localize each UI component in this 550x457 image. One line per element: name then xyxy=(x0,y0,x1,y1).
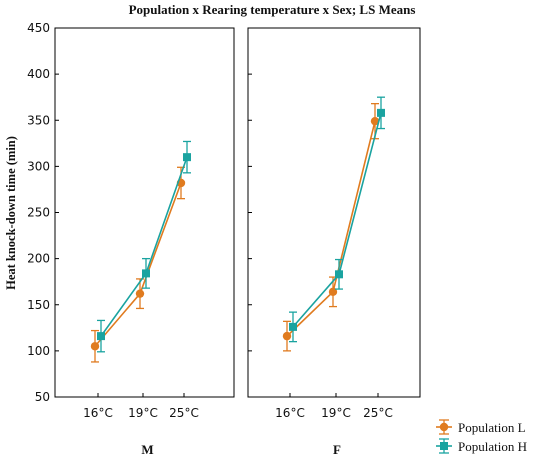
x-tick-label: 25°C xyxy=(169,406,199,420)
legend-label: Population L xyxy=(458,420,526,435)
legend-marker xyxy=(440,442,448,450)
panel-f: 16°C 19°C 25°C F xyxy=(247,27,421,457)
y-tick-label: 300 xyxy=(27,159,50,173)
legend-marker xyxy=(439,422,449,432)
panel-label: M xyxy=(141,442,153,457)
panel-frame xyxy=(54,27,235,398)
y-tick-label: 150 xyxy=(27,298,50,312)
legend-label: Population H xyxy=(458,439,527,454)
x-tick-label: 19°C xyxy=(321,406,351,420)
data-point xyxy=(142,269,150,278)
series-line xyxy=(292,112,382,328)
data-point xyxy=(370,116,380,126)
data-point xyxy=(282,331,292,341)
data-point xyxy=(135,289,145,298)
chart-title: Population x Rearing temperature x Sex; … xyxy=(129,2,416,17)
y-tick-label: 50 xyxy=(35,390,50,404)
legend-item: Population L xyxy=(436,419,526,435)
y-tick-label: 100 xyxy=(27,344,50,358)
series-line xyxy=(286,120,376,337)
data-point xyxy=(183,153,191,162)
y-tick-label: 400 xyxy=(27,67,50,81)
panel-frame xyxy=(247,27,421,398)
data-point xyxy=(97,332,105,341)
data-point xyxy=(289,322,297,331)
legend: Population L Population H xyxy=(436,419,527,454)
legend-item: Population H xyxy=(436,438,527,454)
series-line xyxy=(100,156,188,337)
data-point xyxy=(328,287,338,297)
x-tick-label: 25°C xyxy=(363,406,393,420)
data-point xyxy=(335,270,343,279)
y-tick-label: 450 xyxy=(27,21,50,35)
panel-label: F xyxy=(333,442,341,457)
series-line xyxy=(94,182,182,347)
panel-m: 50 100 150 200 250 300 350 400 450 16°C 19°C 25°C M xyxy=(27,21,235,457)
panels: 50 100 150 200 250 300 350 400 450 16°C 19°C 25°C M 1… xyxy=(27,21,421,457)
y-axis-label: Heat knock-down time (min) xyxy=(4,136,18,290)
x-tick-label: 16°C xyxy=(275,406,305,420)
data-point xyxy=(90,342,100,351)
y-tick-label: 350 xyxy=(27,113,50,127)
y-tick-label: 250 xyxy=(27,206,50,220)
y-tick-label: 200 xyxy=(27,252,50,266)
x-tick-label: 19°C xyxy=(128,406,158,420)
x-tick-label: 16°C xyxy=(83,406,113,420)
data-point xyxy=(377,108,385,117)
